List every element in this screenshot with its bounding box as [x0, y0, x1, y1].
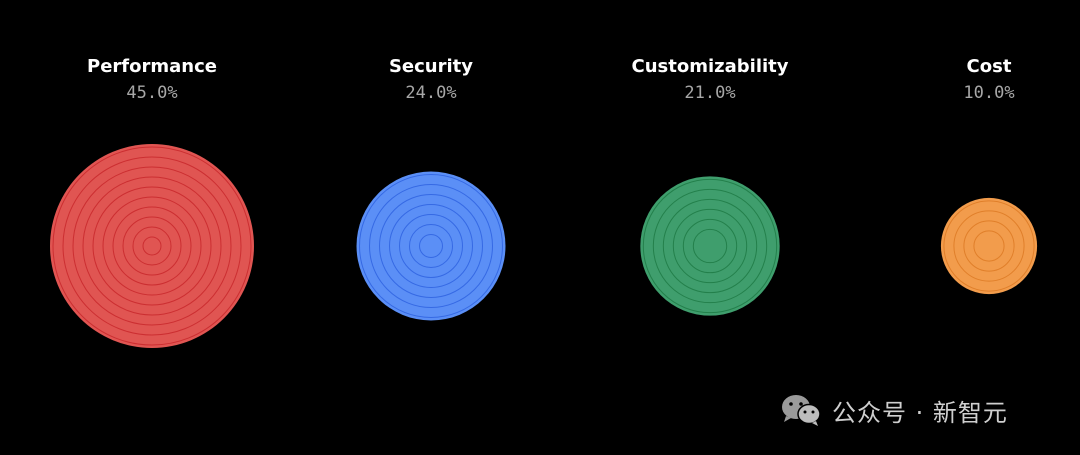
- bubble-ring: [92, 186, 212, 306]
- value-label: 10.0%: [963, 83, 1014, 103]
- bubble-ring: [132, 226, 172, 266]
- bubble-ring: [102, 196, 202, 296]
- bubble-ring: [369, 184, 493, 308]
- bubble-ring: [52, 146, 252, 346]
- value-label: 45.0%: [126, 83, 177, 103]
- watermark: 公众号 · 新智元: [780, 390, 1008, 430]
- category-label: Performance: [87, 56, 217, 77]
- bubble-ring: [389, 204, 473, 288]
- bubble-ring: [973, 230, 1005, 262]
- bubble-circle: [50, 144, 254, 348]
- bubble-ring: [82, 176, 222, 316]
- bubble-ring: [72, 166, 232, 326]
- bubble-ring: [943, 200, 1035, 292]
- category-label: Customizability: [632, 56, 789, 77]
- bubble-ring: [682, 218, 738, 274]
- bubble-ring: [122, 216, 182, 276]
- bubble-circle: [940, 197, 1038, 295]
- bubble-ring: [379, 194, 483, 298]
- bubble-ring: [692, 228, 728, 264]
- value-label: 24.0%: [405, 83, 456, 103]
- bubble-ring: [142, 236, 162, 256]
- bubble-ring: [62, 156, 242, 336]
- bubble-ring: [359, 174, 503, 318]
- bubble-performance: [50, 144, 254, 348]
- wechat-icon: [782, 395, 821, 426]
- bubble-customizability: [640, 176, 780, 316]
- bubble-ring: [112, 206, 192, 286]
- bubble-ring: [963, 220, 1015, 272]
- bubble-ring: [652, 188, 768, 304]
- watermark-text: 公众号 · 新智元: [832, 398, 1008, 427]
- bubble-ring: [419, 234, 443, 258]
- bubble-cost: [940, 197, 1038, 295]
- bubble-ring: [642, 178, 778, 314]
- bubble-circle: [356, 171, 506, 321]
- bubble-security: [356, 171, 506, 321]
- bubble-ring: [399, 214, 463, 278]
- category-label: Cost: [967, 56, 1012, 77]
- bubble-ring: [953, 210, 1025, 282]
- bubble-ring: [672, 208, 748, 284]
- value-label: 21.0%: [684, 83, 735, 103]
- bubble-circle: [640, 176, 780, 316]
- category-label: Security: [389, 56, 473, 77]
- bubble-ring: [662, 198, 758, 294]
- bubble-ring: [409, 224, 453, 268]
